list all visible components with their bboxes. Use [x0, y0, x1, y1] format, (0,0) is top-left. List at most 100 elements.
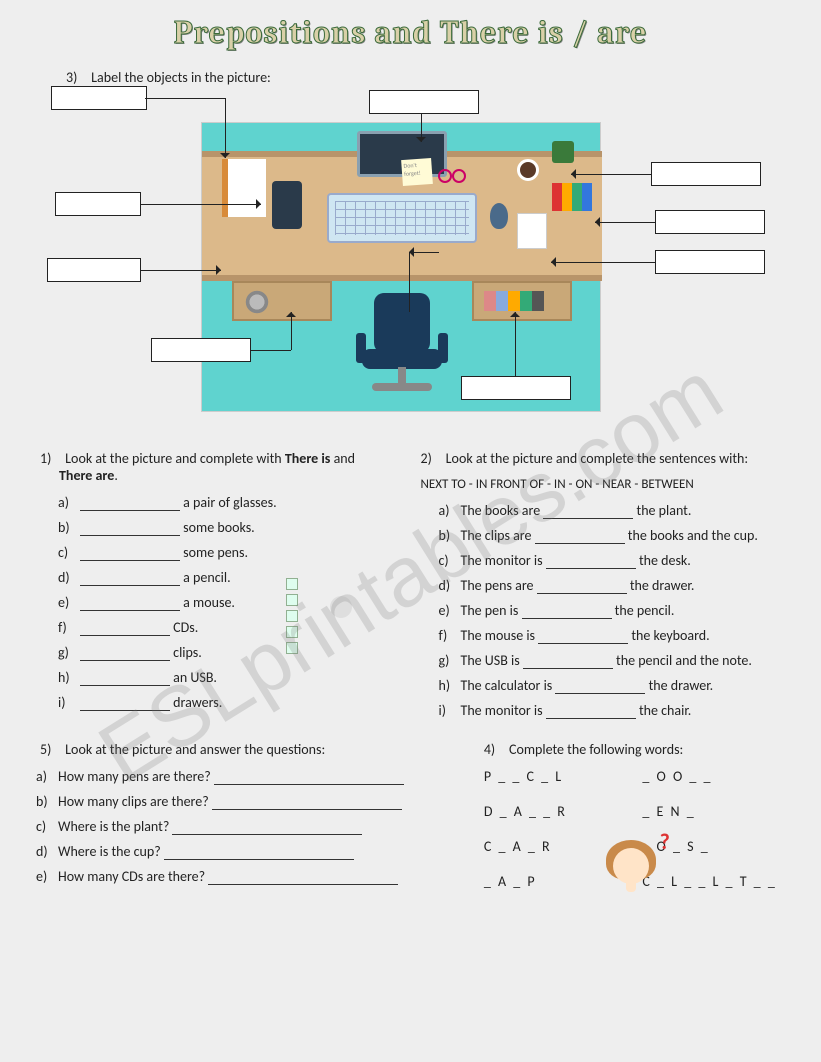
- q3-number: 3): [66, 69, 88, 86]
- label-box[interactable]: [651, 162, 761, 186]
- word-blank[interactable]: P _ _ C _ L: [484, 768, 623, 785]
- q2-number: 2): [421, 450, 443, 467]
- blank[interactable]: [546, 706, 636, 719]
- preposition-bank: NEXT TO - IN FRONT OF - IN - ON - NEAR -…: [421, 477, 782, 492]
- blank[interactable]: [80, 573, 180, 586]
- q5-instruction: 5) Look at the picture and answer the qu…: [40, 741, 428, 758]
- blank[interactable]: [523, 656, 613, 669]
- q5-column: 5) Look at the picture and answer the qu…: [40, 741, 428, 893]
- q3-instruction: 3) Label the objects in the picture:: [66, 69, 781, 86]
- blank[interactable]: [212, 797, 402, 810]
- q5-text: Look at the picture and answer the quest…: [65, 741, 325, 758]
- q2-item: h)The calculator is the drawer.: [461, 677, 782, 694]
- q1-bold1: There is: [285, 450, 331, 467]
- arrow: [409, 252, 410, 312]
- q2-item: g)The USB is the pencil and the note.: [461, 652, 782, 669]
- q2-item: c)The monitor is the desk.: [461, 552, 782, 569]
- blank[interactable]: [80, 648, 170, 661]
- arrow: [145, 98, 225, 99]
- q4-text: Complete the following words:: [509, 741, 683, 758]
- blank[interactable]: [80, 698, 170, 711]
- sticky-note: Don't forget!: [401, 158, 433, 186]
- label-box[interactable]: [51, 86, 147, 110]
- label-box[interactable]: [655, 210, 765, 234]
- coffee-cup: [517, 159, 539, 181]
- q1-instruction: 1) Look at the picture and complete with…: [40, 450, 401, 484]
- q2-column: 2) Look at the picture and complete the …: [421, 450, 782, 727]
- q1-item: b) some books.: [80, 519, 401, 536]
- chair: [352, 293, 452, 403]
- blank[interactable]: [537, 581, 627, 594]
- blank[interactable]: [172, 822, 362, 835]
- arrow: [251, 350, 291, 351]
- q5-item: c)Where is the plant?: [58, 818, 428, 835]
- plant: [552, 141, 574, 163]
- books: [552, 183, 592, 211]
- q1-and: and: [330, 450, 355, 467]
- q2-instruction: 2) Look at the picture and complete the …: [421, 450, 782, 467]
- keyboard: [327, 193, 477, 243]
- blank[interactable]: [80, 598, 180, 611]
- word-blank[interactable]: D _ A _ _ R: [484, 803, 623, 820]
- page-title: Prepositions and There is / are: [40, 14, 781, 51]
- blank[interactable]: [80, 623, 170, 636]
- label-box[interactable]: [461, 376, 571, 400]
- word-blank[interactable]: _ E N _: [642, 803, 781, 820]
- arrow: [291, 312, 292, 350]
- phone: [272, 181, 302, 229]
- blank[interactable]: [522, 606, 612, 619]
- q2-item: b)The clips are the books and the cup.: [461, 527, 782, 544]
- blank[interactable]: [535, 531, 625, 544]
- arrow: [409, 252, 439, 253]
- q5-list: a)How many pens are there? b)How many cl…: [40, 768, 428, 885]
- q5-item: b)How many clips are there?: [58, 793, 428, 810]
- blank[interactable]: [555, 681, 645, 694]
- blank[interactable]: [80, 548, 180, 561]
- blank[interactable]: [208, 872, 398, 885]
- arrow: [141, 204, 261, 205]
- blank[interactable]: [80, 673, 170, 686]
- desk-illustration: Don't forget!: [201, 122, 601, 412]
- q5-item: d)Where is the cup?: [58, 843, 428, 860]
- arrow: [571, 174, 651, 175]
- q1-dot: .: [114, 467, 118, 484]
- arrow: [551, 262, 655, 263]
- arrow: [515, 312, 516, 376]
- q1-item: i) drawers.: [80, 694, 401, 711]
- illustration-area: Don't forget!: [41, 92, 781, 432]
- blank[interactable]: [214, 772, 404, 785]
- q2-item: d)The pens are the drawer.: [461, 577, 782, 594]
- q1-text: Look at the picture and complete with: [65, 450, 285, 467]
- word-blank[interactable]: _ O O _ _: [642, 768, 781, 785]
- glasses: [438, 169, 468, 179]
- blank[interactable]: [164, 847, 354, 860]
- q3-text: Label the objects in the picture:: [91, 69, 271, 86]
- q2-text: Look at the picture and complete the sen…: [446, 450, 748, 467]
- arrow: [141, 270, 221, 271]
- arrow: [225, 98, 226, 158]
- blank[interactable]: [546, 556, 636, 569]
- label-box[interactable]: [369, 90, 479, 114]
- q2-item: e)The pen is the pencil.: [461, 602, 782, 619]
- blank[interactable]: [543, 506, 633, 519]
- label-box[interactable]: [151, 338, 251, 362]
- label-box[interactable]: [47, 258, 141, 282]
- q2-item: f)The mouse is the keyboard.: [461, 627, 782, 644]
- q1-item: a) a pair of glasses.: [80, 494, 401, 511]
- q4-instruction: 4) Complete the following words:: [458, 741, 781, 758]
- blank[interactable]: [80, 523, 180, 536]
- drawer-right: [472, 281, 572, 321]
- arrow: [421, 114, 422, 142]
- q5-number: 5): [40, 741, 62, 758]
- label-box[interactable]: [55, 192, 141, 216]
- arrow: [595, 222, 655, 223]
- mouse: [490, 203, 508, 229]
- blank[interactable]: [80, 498, 180, 511]
- drawer-left: [232, 281, 332, 321]
- blank[interactable]: [538, 631, 628, 644]
- figure-decoration: [304, 584, 374, 674]
- q1-bold2: There are: [59, 467, 114, 484]
- q5-item: a)How many pens are there?: [58, 768, 428, 785]
- label-box[interactable]: [655, 250, 765, 274]
- q2-list: a)The books are the plant. b)The clips a…: [421, 502, 782, 719]
